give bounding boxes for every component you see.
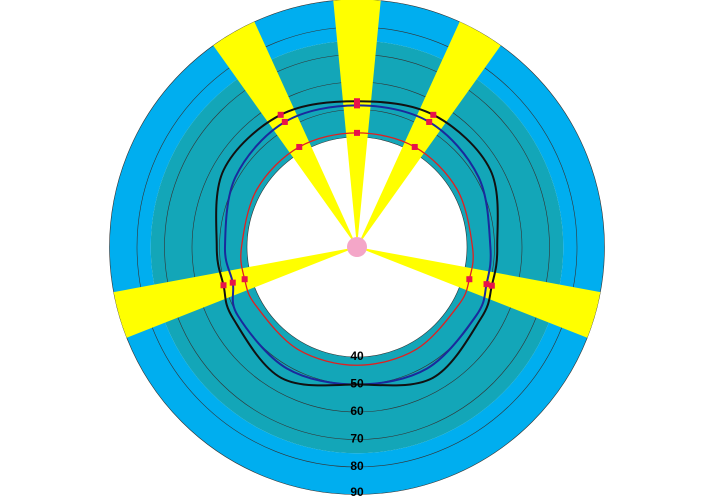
grid-ring bbox=[109, 0, 605, 495]
marker bbox=[466, 276, 473, 283]
wedge bbox=[357, 21, 501, 247]
series-line bbox=[240, 132, 474, 366]
r-tick-label: 70 bbox=[350, 432, 364, 446]
marker bbox=[483, 281, 490, 288]
marker bbox=[426, 118, 433, 125]
r-tick-label: 40 bbox=[350, 349, 364, 363]
marker bbox=[354, 98, 360, 105]
r-tick-label: 80 bbox=[350, 459, 364, 473]
marker bbox=[220, 282, 227, 289]
r-tick-label: 50 bbox=[350, 377, 364, 391]
wedge bbox=[357, 247, 601, 338]
marker bbox=[354, 102, 360, 109]
marker bbox=[229, 279, 236, 286]
marker bbox=[281, 118, 288, 125]
marker bbox=[241, 276, 248, 283]
marker bbox=[430, 111, 437, 118]
marker bbox=[488, 282, 495, 289]
wedge bbox=[113, 247, 357, 338]
wedge bbox=[213, 21, 357, 247]
marker bbox=[354, 129, 360, 136]
marker bbox=[277, 111, 284, 118]
marker bbox=[411, 143, 418, 150]
r-tick-label: 60 bbox=[350, 404, 364, 418]
center-dot bbox=[347, 237, 367, 257]
wedge bbox=[333, 0, 381, 247]
series-line bbox=[215, 100, 499, 387]
marker bbox=[296, 143, 303, 150]
r-tick-label: 90 bbox=[350, 485, 364, 499]
